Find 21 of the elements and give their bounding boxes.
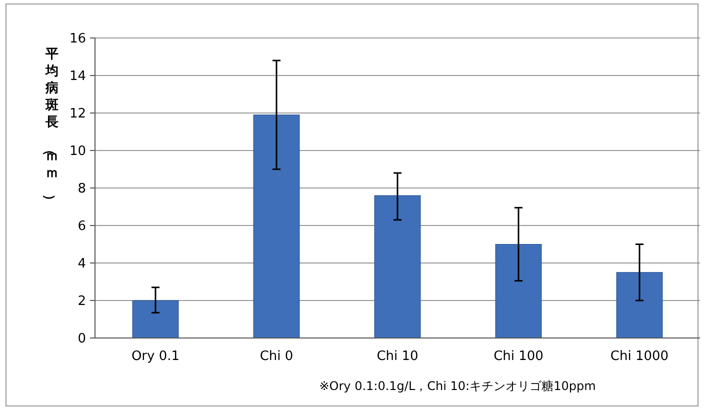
x-tick-label: Ory 0.1 xyxy=(131,349,180,364)
x-tick-label: Chi 1000 xyxy=(610,349,669,364)
bar xyxy=(374,195,421,338)
x-tick-label: Chi 100 xyxy=(494,349,544,364)
y-tick-label: 10 xyxy=(69,144,86,160)
text: 平均病斑長（ｍｍ） xyxy=(42,47,58,207)
x-tick-label: Chi 0 xyxy=(260,349,294,364)
bar xyxy=(253,114,300,338)
y-tick-label: 12 xyxy=(69,106,86,122)
bar xyxy=(495,244,542,338)
y-tick-label: 8 xyxy=(78,182,86,197)
y-tick-label: 16 xyxy=(69,32,86,47)
y-tick-label: 14 xyxy=(69,69,86,84)
y-tick-label: 0 xyxy=(78,332,86,347)
y-tick-label: 6 xyxy=(78,219,86,234)
text: ※Ory 0.1:0.1g/L，Chi 10:キチンオリゴ糖10ppm xyxy=(319,379,596,393)
y-tick-label: 2 xyxy=(78,294,86,310)
bar xyxy=(132,300,179,338)
bar xyxy=(616,272,663,338)
x-tick-label: Chi 10 xyxy=(376,349,418,364)
y-tick-label: 4 xyxy=(78,256,86,272)
